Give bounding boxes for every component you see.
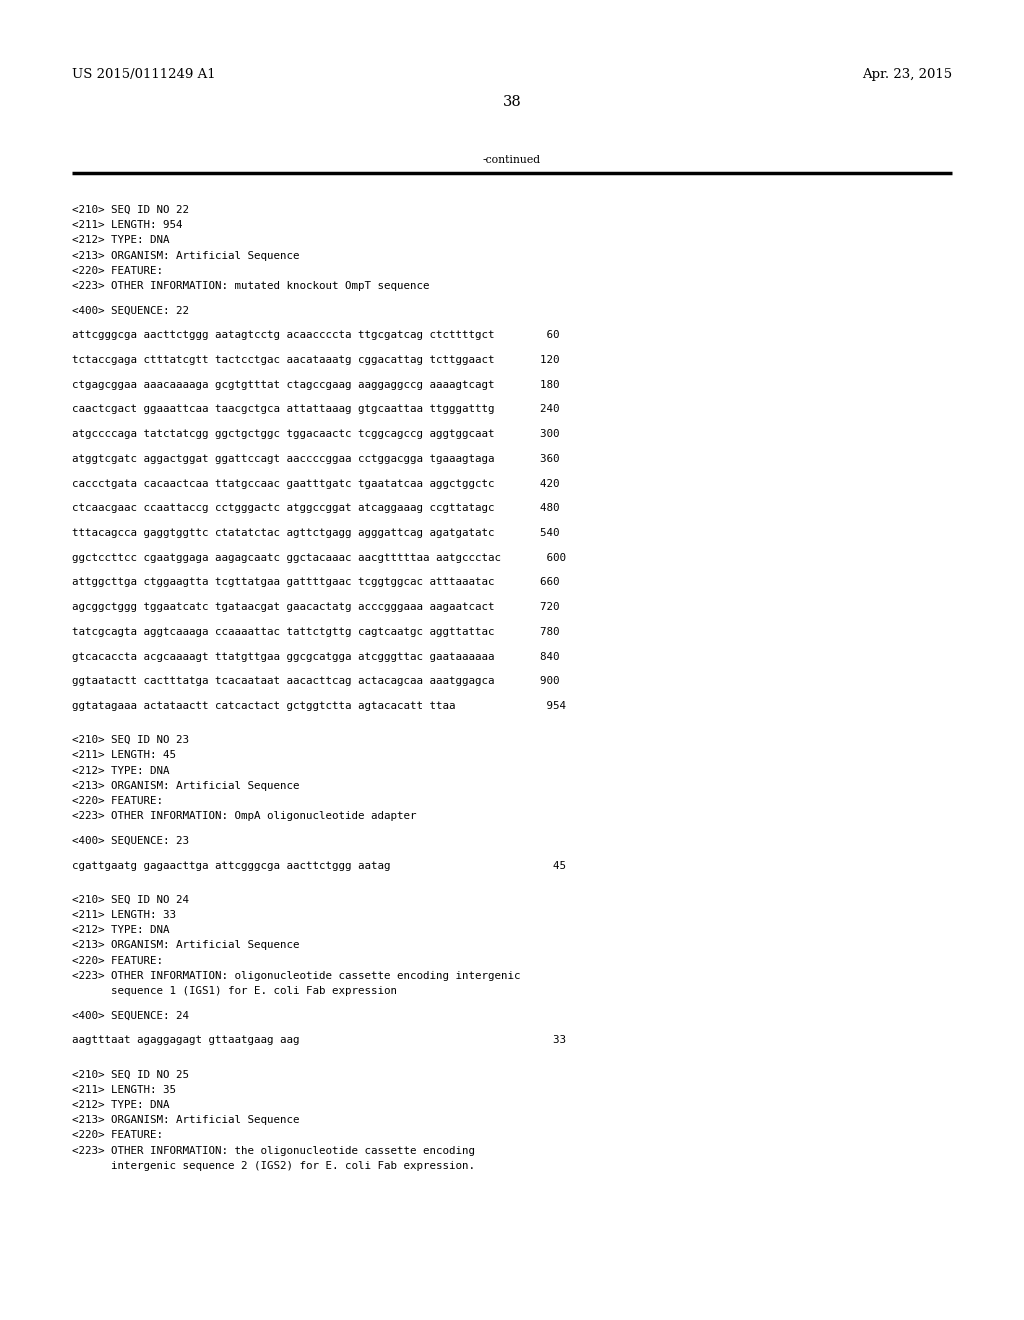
Text: <212> TYPE: DNA: <212> TYPE: DNA xyxy=(72,925,170,935)
Text: caccctgata cacaactcaa ttatgccaac gaatttgatc tgaatatcaa aggctggctc       420: caccctgata cacaactcaa ttatgccaac gaatttg… xyxy=(72,479,559,488)
Text: <220> FEATURE:: <220> FEATURE: xyxy=(72,265,163,276)
Text: <400> SEQUENCE: 24: <400> SEQUENCE: 24 xyxy=(72,1011,189,1020)
Text: US 2015/0111249 A1: US 2015/0111249 A1 xyxy=(72,69,216,81)
Text: tatcgcagta aggtcaaaga ccaaaattac tattctgttg cagtcaatgc aggttattac       780: tatcgcagta aggtcaaaga ccaaaattac tattctg… xyxy=(72,627,559,636)
Text: attcgggcga aacttctggg aatagtcctg acaaccccta ttgcgatcag ctcttttgct        60: attcgggcga aacttctggg aatagtcctg acaaccc… xyxy=(72,330,559,341)
Text: ctgagcggaa aaacaaaaga gcgtgtttat ctagccgaag aaggaggccg aaaagtcagt       180: ctgagcggaa aaacaaaaga gcgtgtttat ctagccg… xyxy=(72,380,559,389)
Text: atggtcgatc aggactggat ggattccagt aaccccggaa cctggacgga tgaaagtaga       360: atggtcgatc aggactggat ggattccagt aaccccg… xyxy=(72,454,559,463)
Text: <223> OTHER INFORMATION: OmpA oligonucleotide adapter: <223> OTHER INFORMATION: OmpA oligonucle… xyxy=(72,810,417,821)
Text: <213> ORGANISM: Artificial Sequence: <213> ORGANISM: Artificial Sequence xyxy=(72,780,299,791)
Text: <211> LENGTH: 35: <211> LENGTH: 35 xyxy=(72,1085,176,1094)
Text: <220> FEATURE:: <220> FEATURE: xyxy=(72,1130,163,1140)
Text: <211> LENGTH: 954: <211> LENGTH: 954 xyxy=(72,220,182,230)
Text: ggtatagaaa actataactt catcactact gctggtctta agtacacatt ttaa              954: ggtatagaaa actataactt catcactact gctggtc… xyxy=(72,701,566,711)
Text: ggtaatactt cactttatga tcacaataat aacacttcag actacagcaa aaatggagca       900: ggtaatactt cactttatga tcacaataat aacactt… xyxy=(72,676,559,686)
Text: <212> TYPE: DNA: <212> TYPE: DNA xyxy=(72,766,170,776)
Text: <213> ORGANISM: Artificial Sequence: <213> ORGANISM: Artificial Sequence xyxy=(72,940,299,950)
Text: <400> SEQUENCE: 22: <400> SEQUENCE: 22 xyxy=(72,306,189,315)
Text: caactcgact ggaaattcaa taacgctgca attattaaag gtgcaattaa ttgggatttg       240: caactcgact ggaaattcaa taacgctgca attatta… xyxy=(72,404,559,414)
Text: <400> SEQUENCE: 23: <400> SEQUENCE: 23 xyxy=(72,836,189,846)
Text: <220> FEATURE:: <220> FEATURE: xyxy=(72,956,163,965)
Text: <210> SEQ ID NO 23: <210> SEQ ID NO 23 xyxy=(72,735,189,744)
Text: attggcttga ctggaagtta tcgttatgaa gattttgaac tcggtggcac atttaaatac       660: attggcttga ctggaagtta tcgttatgaa gattttg… xyxy=(72,577,559,587)
Text: tttacagcca gaggtggttc ctatatctac agttctgagg agggattcag agatgatatc       540: tttacagcca gaggtggttc ctatatctac agttctg… xyxy=(72,528,559,539)
Text: <212> TYPE: DNA: <212> TYPE: DNA xyxy=(72,235,170,246)
Text: ctcaacgaac ccaattaccg cctgggactc atggccggat atcaggaaag ccgttatagc       480: ctcaacgaac ccaattaccg cctgggactc atggccg… xyxy=(72,503,559,513)
Text: <213> ORGANISM: Artificial Sequence: <213> ORGANISM: Artificial Sequence xyxy=(72,1115,299,1125)
Text: <210> SEQ ID NO 22: <210> SEQ ID NO 22 xyxy=(72,205,189,215)
Text: intergenic sequence 2 (IGS2) for E. coli Fab expression.: intergenic sequence 2 (IGS2) for E. coli… xyxy=(72,1160,475,1171)
Text: Apr. 23, 2015: Apr. 23, 2015 xyxy=(862,69,952,81)
Text: <212> TYPE: DNA: <212> TYPE: DNA xyxy=(72,1100,170,1110)
Text: <223> OTHER INFORMATION: the oligonucleotide cassette encoding: <223> OTHER INFORMATION: the oligonucleo… xyxy=(72,1146,475,1155)
Text: agcggctggg tggaatcatc tgataacgat gaacactatg acccgggaaa aagaatcact       720: agcggctggg tggaatcatc tgataacgat gaacact… xyxy=(72,602,559,612)
Text: <223> OTHER INFORMATION: mutated knockout OmpT sequence: <223> OTHER INFORMATION: mutated knockou… xyxy=(72,281,429,290)
Text: <211> LENGTH: 45: <211> LENGTH: 45 xyxy=(72,750,176,760)
Text: <220> FEATURE:: <220> FEATURE: xyxy=(72,796,163,807)
Text: <213> ORGANISM: Artificial Sequence: <213> ORGANISM: Artificial Sequence xyxy=(72,251,299,260)
Text: cgattgaatg gagaacttga attcgggcga aacttctggg aatag                         45: cgattgaatg gagaacttga attcgggcga aacttct… xyxy=(72,861,566,870)
Text: <210> SEQ ID NO 24: <210> SEQ ID NO 24 xyxy=(72,895,189,904)
Text: tctaccgaga ctttatcgtt tactcctgac aacataaatg cggacattag tcttggaact       120: tctaccgaga ctttatcgtt tactcctgac aacataa… xyxy=(72,355,559,366)
Text: aagtttaat agaggagagt gttaatgaag aag                                       33: aagtttaat agaggagagt gttaatgaag aag 33 xyxy=(72,1035,566,1045)
Text: sequence 1 (IGS1) for E. coli Fab expression: sequence 1 (IGS1) for E. coli Fab expres… xyxy=(72,986,397,995)
Text: 38: 38 xyxy=(503,95,521,110)
Text: -continued: -continued xyxy=(483,154,541,165)
Text: gtcacaccta acgcaaaagt ttatgttgaa ggcgcatgga atcgggttac gaataaaaaa       840: gtcacaccta acgcaaaagt ttatgttgaa ggcgcat… xyxy=(72,652,559,661)
Text: atgccccaga tatctatcgg ggctgctggc tggacaactc tcggcagccg aggtggcaat       300: atgccccaga tatctatcgg ggctgctggc tggacaa… xyxy=(72,429,559,440)
Text: <223> OTHER INFORMATION: oligonucleotide cassette encoding intergenic: <223> OTHER INFORMATION: oligonucleotide… xyxy=(72,970,520,981)
Text: <211> LENGTH: 33: <211> LENGTH: 33 xyxy=(72,909,176,920)
Text: <210> SEQ ID NO 25: <210> SEQ ID NO 25 xyxy=(72,1069,189,1080)
Text: ggctccttcc cgaatggaga aagagcaatc ggctacaaac aacgtttttaa aatgccctac       600: ggctccttcc cgaatggaga aagagcaatc ggctaca… xyxy=(72,553,566,562)
